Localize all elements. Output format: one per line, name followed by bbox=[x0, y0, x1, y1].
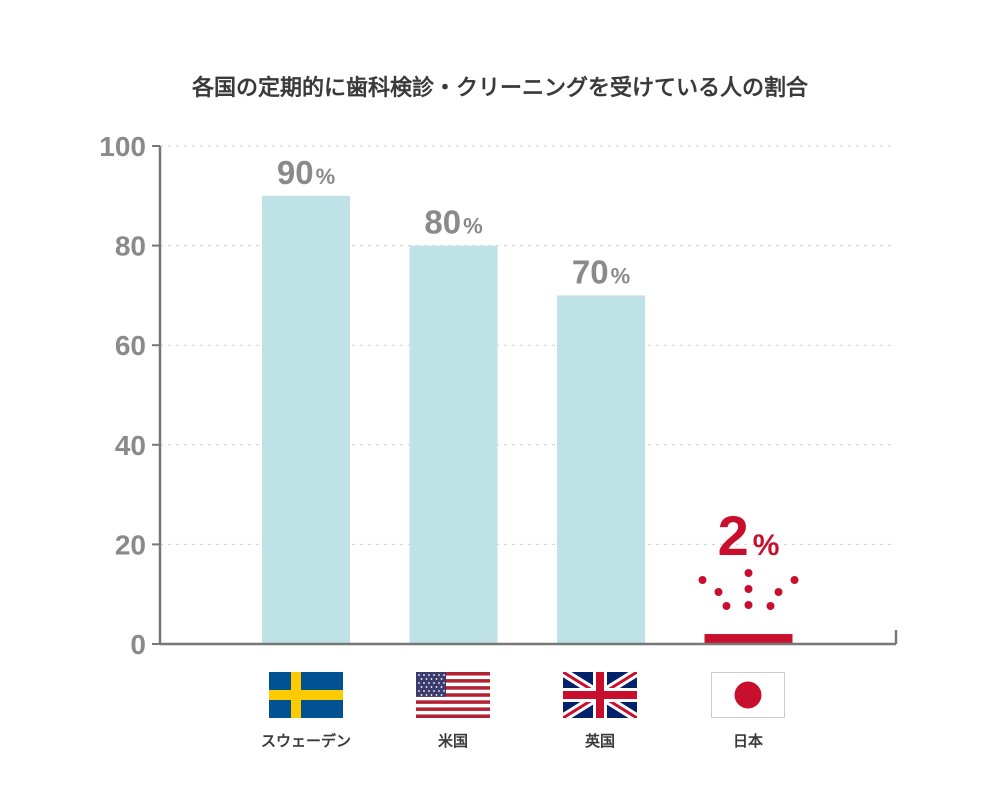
y-tick-label: 20 bbox=[115, 529, 146, 560]
data-label: 70% bbox=[572, 253, 630, 290]
bar bbox=[557, 295, 645, 644]
data-label: 90% bbox=[277, 154, 335, 191]
y-tick-label: 0 bbox=[130, 629, 146, 660]
chart-title: 各国の定期的に歯科検診・クリーニングを受けている人の割合 bbox=[191, 76, 808, 101]
emphasis-dot bbox=[766, 602, 775, 610]
bar bbox=[704, 634, 793, 644]
y-tick-label: 40 bbox=[115, 430, 146, 461]
emphasis-dot bbox=[722, 602, 731, 610]
sweden-flag-icon bbox=[269, 672, 343, 718]
usa-flag-icon bbox=[416, 672, 490, 718]
emphasis-dot bbox=[698, 576, 707, 584]
japan-flag-icon bbox=[711, 672, 785, 718]
emphasis-dot bbox=[774, 588, 783, 596]
emphasis-dot bbox=[790, 576, 799, 584]
bar bbox=[262, 195, 350, 645]
uk-flag-icon bbox=[563, 672, 637, 718]
emphasis-dot bbox=[744, 585, 753, 593]
data-label: 2% bbox=[718, 504, 780, 567]
y-tick-label: 100 bbox=[99, 131, 146, 162]
category-label: 英国 bbox=[584, 732, 615, 750]
category-label: スウェーデン bbox=[260, 732, 351, 750]
category-usa: 米国 bbox=[393, 672, 513, 751]
category-uk: 英国 bbox=[540, 672, 660, 751]
data-label: 80% bbox=[424, 204, 482, 241]
emphasis-dot bbox=[744, 569, 753, 577]
y-tick-label: 60 bbox=[115, 330, 146, 361]
bar bbox=[409, 245, 498, 644]
category-label: 米国 bbox=[437, 732, 468, 750]
y-tick-label: 80 bbox=[115, 231, 146, 262]
emphasis-dot bbox=[714, 588, 723, 596]
category-japan: 日本 bbox=[688, 672, 808, 751]
category-sweden: スウェーデン bbox=[246, 672, 366, 751]
emphasis-dot bbox=[744, 601, 753, 609]
category-label: 日本 bbox=[732, 732, 763, 750]
